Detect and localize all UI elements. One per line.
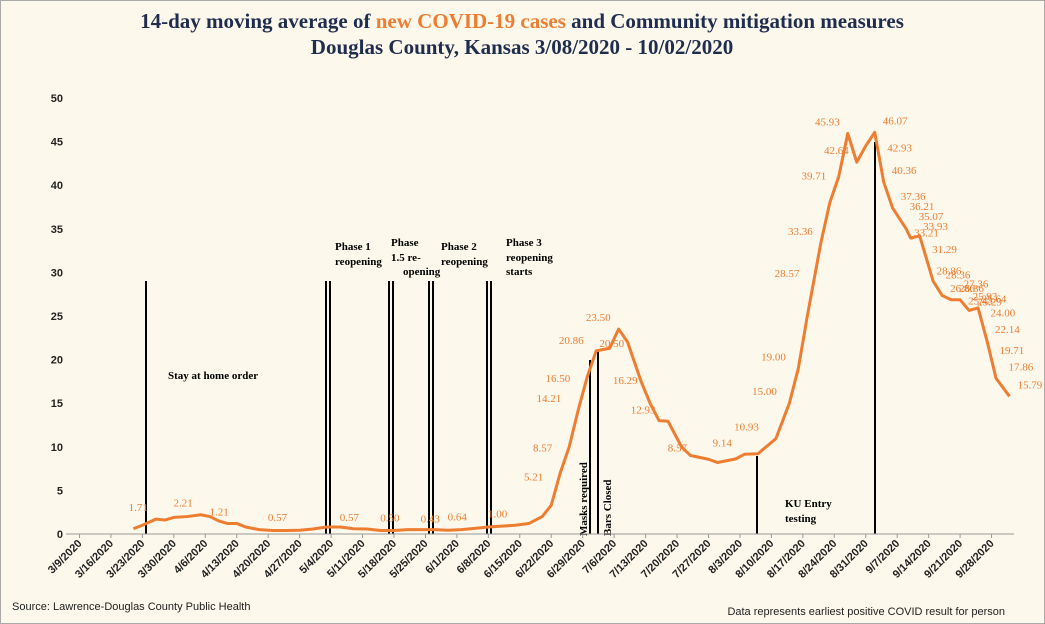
data-label: 28.36 xyxy=(946,270,971,282)
annotation: Stay at home order xyxy=(168,370,258,382)
y-tick-label: 45 xyxy=(51,137,63,149)
data-label: 8.57 xyxy=(533,442,553,454)
annotation: Phase 2 xyxy=(441,241,477,253)
data-label: 22.14 xyxy=(995,324,1020,336)
y-tick-label: 25 xyxy=(51,311,63,323)
event-lines xyxy=(145,142,876,534)
data-label: 28.86 xyxy=(937,265,962,277)
data-label: 25.29 xyxy=(977,296,1002,308)
data-label: 33.93 xyxy=(923,221,948,233)
data-label: 12.93 xyxy=(631,404,656,416)
data-label: 1.71 xyxy=(129,502,148,514)
annotation: reopening xyxy=(506,252,553,264)
data-label: 8.57 xyxy=(668,442,688,454)
annotation: KU Entry xyxy=(785,498,832,510)
y-tick-label: 50 xyxy=(51,93,63,105)
data-label: 23.50 xyxy=(586,312,611,324)
data-label: 1.21 xyxy=(209,506,228,518)
annotation: Phase 3 xyxy=(506,237,542,249)
data-label: 27.36 xyxy=(964,278,989,290)
y-tick-label: 10 xyxy=(51,442,63,454)
data-label: 37.36 xyxy=(901,191,926,203)
data-label: 36.21 xyxy=(910,201,935,213)
annotations: Stay at home order Phase 1 reopening Pha… xyxy=(168,237,832,536)
data-label: 25.43 xyxy=(968,295,993,307)
title-part: new COVID-19 cases xyxy=(376,9,566,33)
data-label: 46.07 xyxy=(883,115,908,127)
annotation: Bars Closed xyxy=(602,479,614,536)
data-label: 19.71 xyxy=(1000,345,1025,357)
data-label: 20.50 xyxy=(599,338,624,350)
data-label: 9.14 xyxy=(713,437,733,449)
y-tick-label: 15 xyxy=(51,398,63,410)
data-label: 17.86 xyxy=(1009,361,1034,373)
y-tick-label: 5 xyxy=(57,485,63,497)
data-label: 16.50 xyxy=(545,373,570,385)
data-label: 15.79 xyxy=(1018,379,1043,391)
data-label: 33.21 xyxy=(914,227,939,239)
data-label: 45.93 xyxy=(815,116,840,128)
data-label: 5.21 xyxy=(524,472,543,484)
annotation: reopening xyxy=(335,256,382,268)
y-tick-label: 35 xyxy=(51,224,63,236)
data-label: 39.71 xyxy=(802,171,827,183)
title-part: and Community mitigation measures xyxy=(566,9,904,33)
data-label: 40.36 xyxy=(892,165,917,177)
y-tick-label: 40 xyxy=(51,180,63,192)
data-label: 0.43 xyxy=(421,513,441,525)
data-label: 19.00 xyxy=(761,351,786,363)
annotation: reopening xyxy=(441,256,488,268)
y-tick-label: 20 xyxy=(51,355,63,367)
data-label: 25.93 xyxy=(973,291,998,303)
data-label: 16.29 xyxy=(613,375,638,387)
data-label: 31.29 xyxy=(932,244,957,256)
data-label: 10.93 xyxy=(734,422,759,434)
title-part: 14-day moving average of xyxy=(140,9,376,33)
annotation: Phase 1 xyxy=(335,241,371,253)
data-label: 35.07 xyxy=(919,211,944,223)
annotation: Masks required xyxy=(578,462,590,536)
y-tick-label: 30 xyxy=(51,267,63,279)
chart-subtitle: Douglas County, Kansas 3/08/2020 - 10/02… xyxy=(311,35,733,59)
note: Data represents earliest positive COVID … xyxy=(727,606,1005,618)
data-label: 1.00 xyxy=(488,508,508,520)
y-tick-label: 0 xyxy=(57,529,63,541)
data-label: 24.00 xyxy=(991,308,1016,320)
annotation: opening xyxy=(403,266,441,278)
data-label: 33.36 xyxy=(788,226,813,238)
source: Source: Lawrence-Douglas County Public H… xyxy=(12,601,250,613)
data-label: 2.21 xyxy=(174,498,193,510)
data-label: 28.57 xyxy=(775,268,800,280)
data-label: 0.57 xyxy=(268,512,288,524)
annotation: Phase xyxy=(391,237,419,249)
data-line xyxy=(132,130,1011,533)
data-label: 15.00 xyxy=(752,386,777,398)
data-label: 0.64 xyxy=(448,511,468,523)
annotation: 1.5 re- xyxy=(391,252,421,264)
chart-title: 14-day moving average of new COVID-19 ca… xyxy=(140,9,904,33)
data-label: 42.93 xyxy=(887,143,912,155)
annotation: testing xyxy=(785,513,817,525)
annotation: starts xyxy=(506,266,533,278)
data-label: 14.21 xyxy=(536,393,561,405)
data-label: 26.86 xyxy=(950,283,975,295)
data-label: 26.86 xyxy=(959,283,984,295)
data-label: 20.86 xyxy=(559,335,584,347)
data-label: 0.50 xyxy=(380,513,400,525)
data-label: 0.57 xyxy=(340,512,360,524)
data-label: 25.64 xyxy=(982,293,1007,305)
data-label: 42.64 xyxy=(824,145,849,157)
